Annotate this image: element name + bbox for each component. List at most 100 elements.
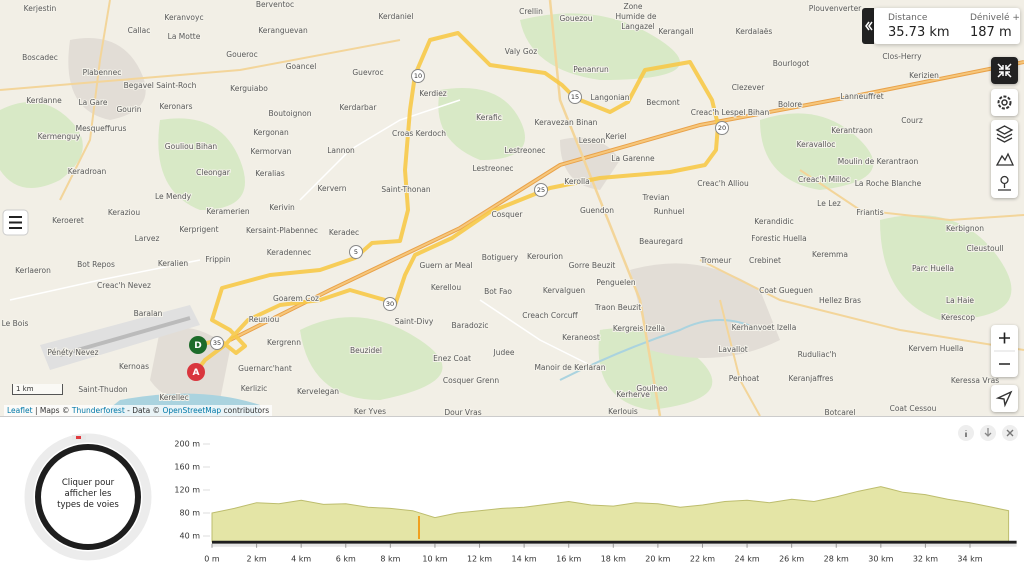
place-label: Mesqueffurus [76,124,127,133]
collapse-icon [865,21,873,31]
elevation-gain-value: 187 m [970,25,1012,40]
place-label: Kervern [317,184,346,193]
close-button[interactable] [1002,425,1018,441]
attribution-link[interactable]: Leaflet [7,406,33,415]
info-button[interactable] [958,425,974,441]
place-label: Clezever [732,83,766,92]
fit-route-button[interactable] [991,57,1018,84]
attribution-text: | Maps © [34,406,70,415]
km-marker-label: 20 [718,124,726,132]
place-label: Manoir de Kerlaran [534,363,605,372]
road-types-label[interactable]: Cliquer pour afficher les types de voies [48,478,128,511]
x-axis-band [212,540,1017,544]
place-label: Kerdalaës [736,27,773,36]
place-label: Kerguiabo [230,84,268,93]
place-label: Kerandidic [754,217,793,226]
attribution-link[interactable]: Thunderforest [71,406,125,415]
km-marker-label: 10 [414,72,422,80]
road-types-line: Cliquer pour [61,478,115,488]
fit-icon [997,63,1012,78]
km-marker-label: 15 [571,93,579,101]
zoom-control [991,325,1018,377]
place-label: Kerlaeron [15,266,51,275]
place-label: Kerdarbar [340,103,378,112]
collapse-panel-button[interactable] [862,8,874,44]
km-marker [383,297,397,311]
place-label: Begavel Saint-Roch [124,81,197,90]
place-label: Bolore [778,100,802,109]
settings-icon [997,95,1012,110]
place-label: Kerizien [909,71,939,80]
place-label: Kerescop [941,313,975,322]
place-label: Boscadec [22,53,58,62]
elevation-area [211,486,1010,543]
x-tick-label: 28 km [824,554,849,563]
x-tick-label: 6 km [336,554,356,563]
place-label: Keressa Vras [951,376,999,385]
place-label: Le Bois [2,319,29,328]
download-button[interactable] [980,425,996,441]
place-label: Lavallot [718,345,748,354]
x-tick-label: 32 km [913,554,938,563]
place-label: Keradec [329,228,359,237]
place-label: Beauregard [639,237,683,246]
place-label: Kergonan [253,128,289,137]
x-axis-shadow [212,543,1017,547]
place-label: Keradroan [68,167,107,176]
place-label: Gorre Beuzit [569,261,616,270]
map-tools [991,120,1018,198]
km-marker [534,183,548,197]
place-label: Bourlogot [773,59,810,68]
place-label: Keraneost [562,333,600,342]
km-marker [411,69,425,83]
map-tools-icons[interactable] [991,120,1018,198]
place-label: Guendon [580,206,614,215]
end-marker-label: A [193,368,200,378]
end-marker[interactable]: A [187,363,205,381]
place-label: La Roche Blanche [855,179,922,188]
x-tick-label: 12 km [467,554,492,563]
locate-icon [995,390,1013,408]
start-marker-label: D [194,341,201,351]
attribution-link[interactable]: OpenStreetMap [162,406,222,415]
place-label: Croas Kerdoch [392,129,446,138]
settings-button[interactable] [991,89,1018,116]
place-label: Keraziou [108,208,140,217]
place-label: Cleongar [196,168,231,177]
place-label: Callac [128,26,151,35]
place-label: Parc Huella [912,264,954,273]
y-tick-label: 40 m [179,532,200,541]
place-label: Plouvenverter [809,4,862,13]
x-tick-label: 30 km [868,554,893,563]
place-label: Keramerien [206,207,250,216]
place-label: Botcarel [824,408,855,416]
zoom-buttons[interactable] [991,325,1018,377]
place-label: Gouliou Bihan [165,142,218,151]
locate-button[interactable] [991,385,1018,412]
place-label: Lanneuffret [840,92,883,101]
x-tick-label: 20 km [645,554,670,563]
place-label: Kerolla [564,177,589,186]
elevation-chart: 40 m 80 m 120 m 160 m 200 m 0 m 2 km 4 km 6 km 8 … [174,440,1017,563]
place-label: Kerbignon [946,224,984,233]
place-label: Enez Coat [433,354,471,363]
start-marker[interactable]: D [189,336,207,354]
place-label: Kermenguy [38,132,81,141]
map[interactable]: Kerjestin Keranvoyc Berventoc Kerdaniel Crel… [0,0,1024,416]
place-label: Clos-Herry [882,52,922,61]
place-label: Keriel [605,132,626,141]
place-label: Kerlizic [241,384,268,393]
menu-button[interactable] [2,209,29,236]
place-label: Leseon [579,136,606,145]
place-label: Berventoc [256,0,294,9]
place-label: Guevroc [352,68,383,77]
place-label: Frippin [205,255,231,264]
place-label: Guern ar Meal [419,261,472,270]
road-types-widget[interactable] [24,433,152,561]
place-label: Penanrun [573,65,609,74]
place-label: Pénéty Nevez [47,348,98,357]
km-marker [568,90,582,104]
place-label: Keralien [158,259,189,268]
km-marker-label: 35 [213,339,221,347]
km-marker-label: 25 [537,186,545,194]
